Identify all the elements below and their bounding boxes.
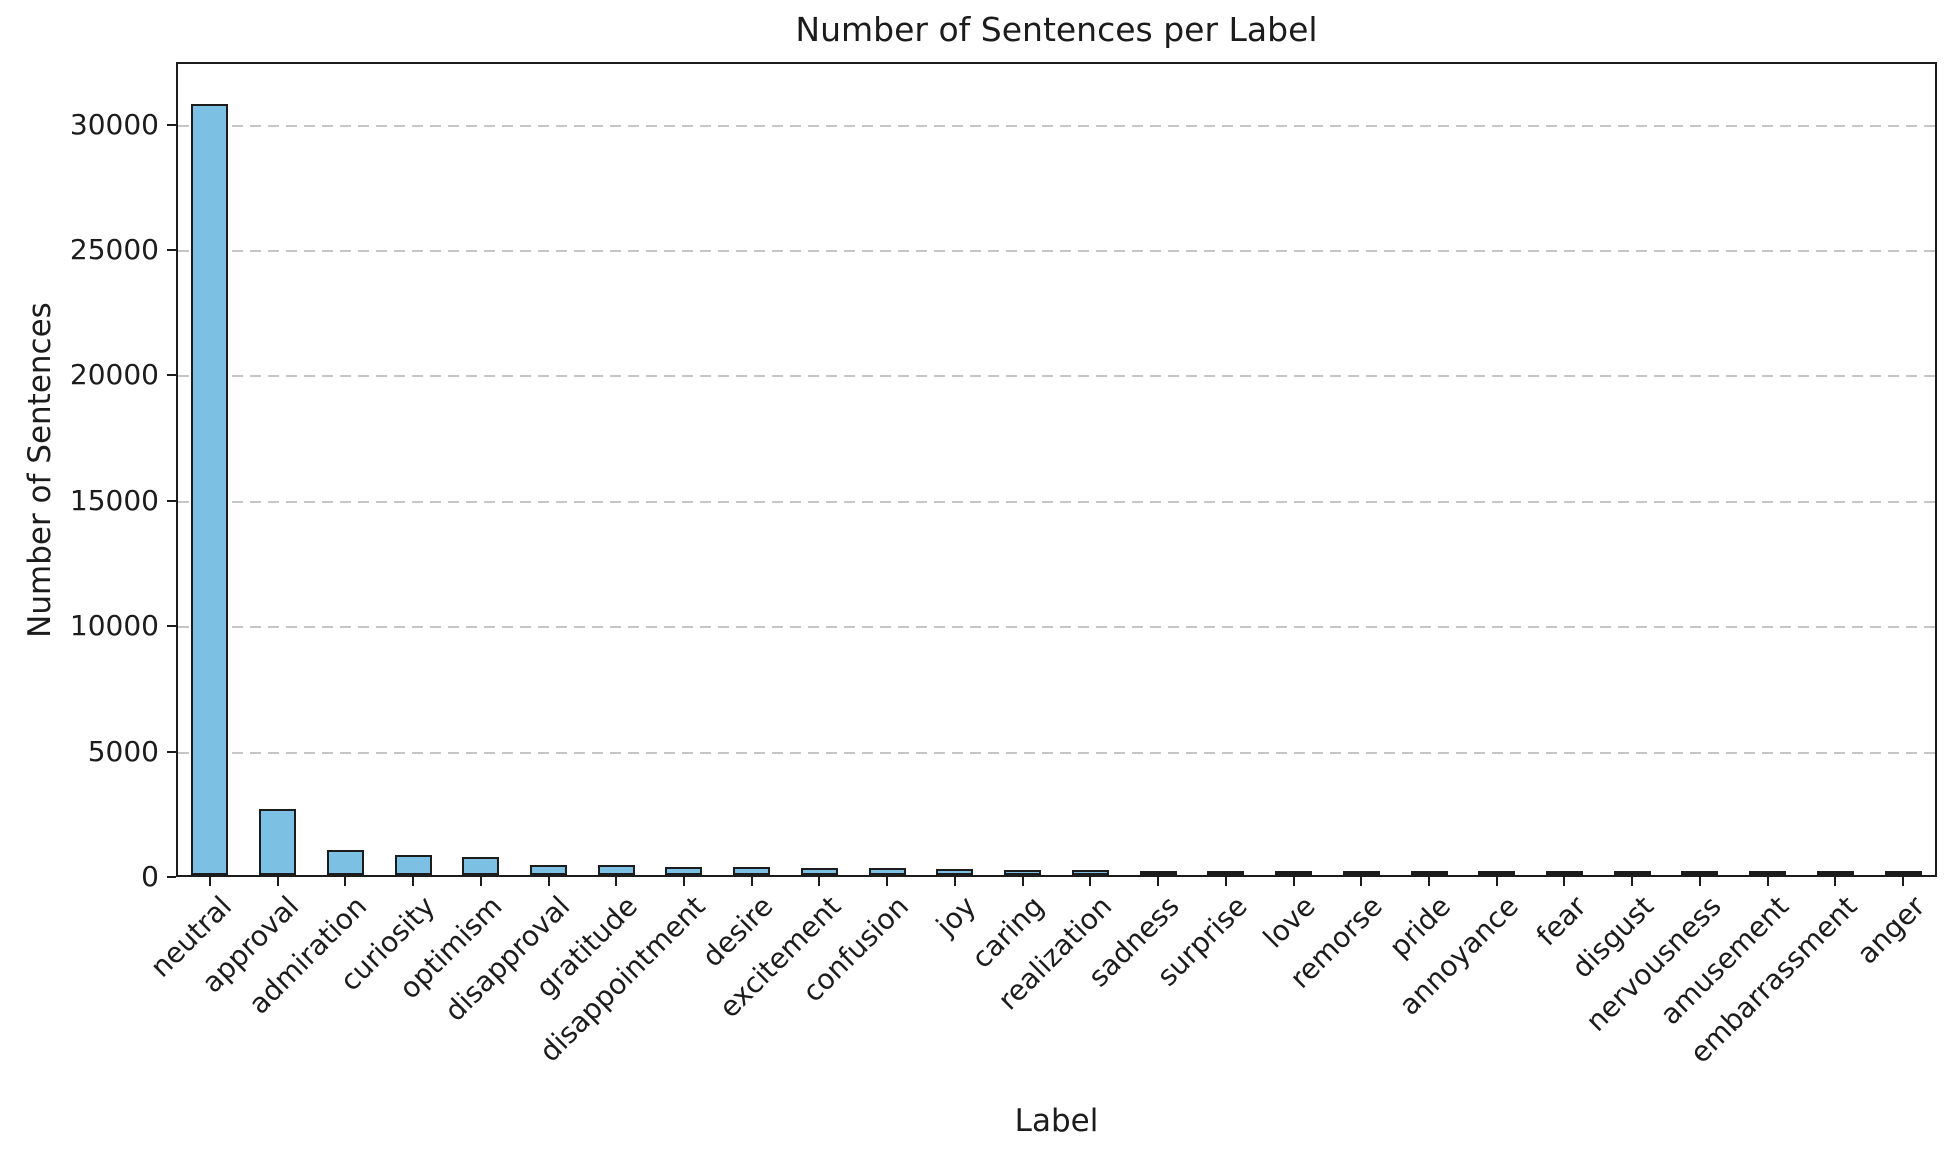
bar-disgust [1613,871,1651,875]
bar-love [1275,871,1313,875]
bar-annoyance [1478,871,1516,875]
y-tick-label-5000: 5000 [87,734,159,768]
bar-anger [1884,871,1922,875]
x-tick-mark-remorse [1360,877,1363,886]
y-tick-mark-25000 [167,249,176,252]
y-tick-label-20000: 20000 [69,358,159,392]
x-tick-mark-pride [1428,877,1431,886]
plot-area [176,62,1937,877]
bar-fear [1545,871,1583,875]
x-tick-mark-curiosity [412,877,415,886]
bar-pride [1410,871,1448,875]
x-tick-mark-amusement [1766,877,1769,886]
x-tick-mark-neutral [208,877,211,886]
x-tick-mark-optimism [479,877,482,886]
gridline-y-20000 [178,375,1935,378]
bar-embarrassment [1816,871,1854,875]
bar-remorse [1342,871,1380,875]
x-tick-mark-excitement [818,877,821,886]
bar-disappointment [665,866,703,875]
y-tick-label-0: 0 [141,860,159,893]
gridline-y-15000 [178,500,1935,503]
bar-nervousness [1681,871,1719,875]
y-tick-label-25000: 25000 [69,233,159,267]
x-tick-mark-approval [276,877,279,886]
x-tick-mark-fear [1563,877,1566,886]
y-tick-label-10000: 10000 [69,609,159,643]
x-tick-mark-disgust [1631,877,1634,886]
x-tick-mark-desire [750,877,753,886]
bar-neutral [191,103,229,875]
gridline-y-30000 [178,124,1935,127]
y-tick-mark-15000 [167,499,176,502]
gridline-y-10000 [178,626,1935,629]
y-tick-label-15000: 15000 [69,483,159,517]
y-tick-mark-5000 [167,750,176,753]
bar-curiosity [394,854,432,875]
x-tick-mark-confusion [886,877,889,886]
y-tick-mark-20000 [167,374,176,377]
bar-gratitude [597,865,635,875]
x-tick-mark-surprise [1224,877,1227,886]
x-tick-mark-realization [1089,877,1092,886]
y-tick-mark-30000 [167,123,176,126]
x-tick-mark-love [1292,877,1295,886]
x-tick-mark-anger [1902,877,1905,886]
bar-disapproval [530,864,568,875]
gridline-y-25000 [178,250,1935,253]
bar-approval [259,809,297,875]
bar-optimism [462,857,500,875]
bar-caring [1004,869,1042,875]
x-tick-mark-sadness [1157,877,1160,886]
x-axis-title: Label [1014,1103,1099,1139]
bar-admiration [326,849,364,875]
bar-confusion [868,868,906,875]
gridline-y-5000 [178,751,1935,754]
bar-excitement [800,867,838,875]
y-axis-title-text: Number of Sentences [22,302,58,638]
x-tick-mark-admiration [344,877,347,886]
bar-desire [733,867,771,875]
x-tick-mark-embarrassment [1834,877,1837,886]
y-tick-mark-10000 [167,625,176,628]
bar-amusement [1749,871,1787,875]
x-tick-mark-nervousness [1698,877,1701,886]
x-tick-mark-disappointment [682,877,685,886]
bar-joy [936,869,974,875]
bar-sadness [1139,871,1177,875]
x-tick-mark-disapproval [547,877,550,886]
bar-surprise [1207,871,1245,875]
x-tick-mark-gratitude [615,877,618,886]
x-tick-label-joy: joy [930,889,983,943]
chart-title: Number of Sentences per Label [795,10,1318,49]
x-tick-mark-annoyance [1495,877,1498,886]
x-tick-mark-caring [1021,877,1024,886]
x-tick-label-anger: anger [1850,889,1932,971]
x-tick-mark-joy [953,877,956,886]
bar-realization [1071,870,1109,875]
y-tick-label-30000: 30000 [69,107,159,141]
y-tick-mark-0 [167,876,176,878]
